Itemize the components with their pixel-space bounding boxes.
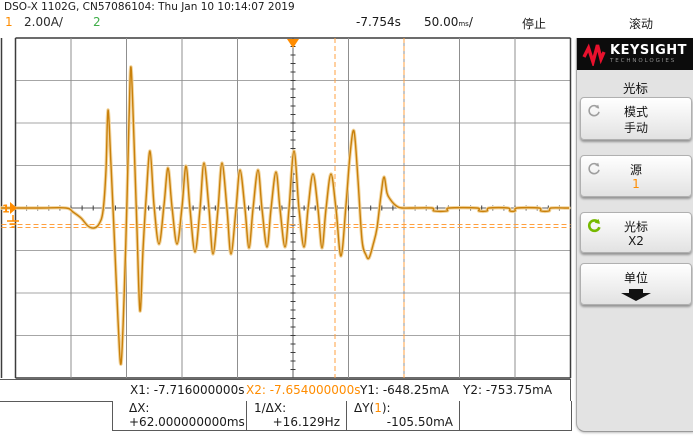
empty-cell bbox=[459, 401, 571, 430]
cursor-readout-row: X1: -7.716000000s X2: -7.654000000s Y1: … bbox=[0, 379, 571, 402]
ch1-ground-marker[interactable] bbox=[10, 202, 17, 214]
ch2-number[interactable]: 2 bbox=[93, 15, 101, 29]
inverse-delta-x-value: +16.129Hz bbox=[272, 415, 340, 429]
delta-y-value: -105.50mA bbox=[386, 415, 453, 429]
cursor-x2-readout: X2: -7.654000000s bbox=[246, 383, 361, 397]
menu-title: 光标 bbox=[622, 81, 648, 96]
softkey-source[interactable]: 源 1 bbox=[580, 155, 692, 197]
softkey-panel: KEYSIGHT TECHNOLOGIES 光标 模式 手动 源 1 bbox=[576, 38, 693, 432]
cursor-x1-readout: X1: -7.716000000s bbox=[130, 383, 245, 397]
rotary-knob-active-icon bbox=[587, 219, 601, 233]
delta-x-label: ΔX: bbox=[129, 401, 150, 415]
brand-subname: TECHNOLOGIES bbox=[610, 57, 677, 64]
inverse-delta-x-cell: 1/ΔX: +16.129Hz bbox=[246, 401, 347, 430]
cursor-y1-readout: Y1: -648.25mA bbox=[360, 383, 450, 397]
ch1-trace bbox=[0, 66, 569, 365]
delta-y-label: ΔY(1): bbox=[354, 401, 391, 415]
keysight-spark-icon bbox=[582, 43, 606, 66]
softkey-units[interactable]: 单位 bbox=[580, 263, 692, 305]
ch1-ground-marker-label: 1 bbox=[2, 203, 10, 216]
softkey-mode[interactable]: 模式 手动 bbox=[580, 97, 692, 140]
ch1-trace-glow bbox=[0, 65, 571, 366]
timebase: 50.00ms/ bbox=[424, 15, 473, 29]
delta-y-cell: ΔY(1): -105.50mA bbox=[346, 401, 460, 430]
acquisition-mode: 滚动 bbox=[629, 17, 654, 31]
delta-readout-row: ΔX: +62.000000000ms 1/ΔX: +16.129Hz ΔY(1… bbox=[112, 401, 572, 431]
ch1-number[interactable]: 1 bbox=[5, 15, 13, 29]
cursor-y2-readout: Y2: -753.75mA bbox=[463, 383, 553, 397]
inverse-delta-x-label: 1/ΔX: bbox=[254, 401, 287, 415]
timebase-unit: ms bbox=[458, 20, 469, 28]
rotary-knob-icon bbox=[588, 104, 600, 117]
ch1-scale[interactable]: 2.00A/ bbox=[24, 15, 63, 29]
brand-block: KEYSIGHT TECHNOLOGIES bbox=[577, 38, 693, 70]
arrow-down-icon bbox=[581, 286, 691, 305]
brand-name: KEYSIGHT bbox=[610, 42, 687, 58]
delta-x-cell: ΔX: +62.000000000ms bbox=[113, 401, 247, 430]
delta-x-value: +62.000000000ms bbox=[129, 415, 245, 429]
trigger-position-marker[interactable] bbox=[287, 39, 299, 48]
horizontal-position: -7.754s bbox=[356, 15, 401, 29]
device-id-header: DSO-X 1102G, CN57086104: Thu Jan 10 10:1… bbox=[4, 1, 295, 13]
rotary-knob-icon bbox=[588, 162, 600, 175]
run-state: 停止 bbox=[522, 17, 547, 31]
softkey-cursor[interactable]: 光标 X2 bbox=[580, 212, 692, 253]
